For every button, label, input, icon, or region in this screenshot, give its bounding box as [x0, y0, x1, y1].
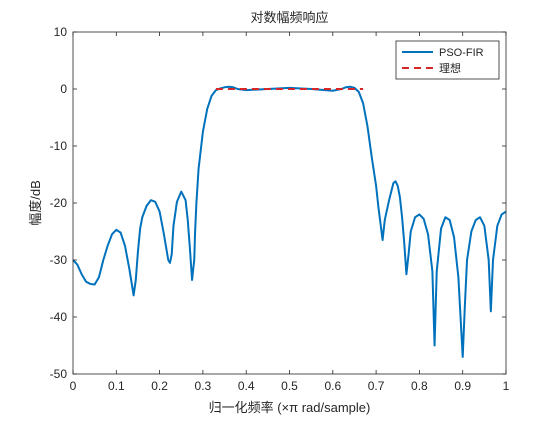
plot-layer	[73, 32, 506, 374]
y-axis-title: 幅度/dB	[28, 180, 43, 226]
y-tick-label: 0	[60, 82, 67, 96]
x-tick-label: 0.8	[411, 379, 428, 393]
y-tick-label: -20	[50, 196, 68, 210]
x-axis-title: 归一化频率 (×π rad/sample)	[209, 400, 371, 415]
x-tick-label: 0.7	[368, 379, 385, 393]
x-tick-label: 0.9	[454, 379, 471, 393]
x-tick-label: 0	[70, 379, 77, 393]
legend-label-pso-fir: PSO-FIR	[439, 47, 484, 59]
legend-box	[395, 40, 500, 80]
x-tick-label: 0.3	[195, 379, 212, 393]
x-tick-label: 0.4	[238, 379, 255, 393]
x-tick-label: 0.1	[108, 379, 125, 393]
x-tick-label: 0.2	[151, 379, 168, 393]
chart-title: 对数幅频响应	[250, 10, 328, 25]
y-tick-label: -50	[50, 367, 68, 381]
y-tick-label: -30	[50, 253, 68, 267]
legend-label-ideal: 理想	[439, 61, 461, 75]
y-tick-label: -10	[50, 139, 68, 153]
tick-layer: 0 0.1 0.2 0.3 0.4 0.5 0.6 0.7 0.8 0.9 1 10 0 -10 -20 -3…	[50, 25, 510, 393]
series-line-pso-fir	[73, 85, 506, 358]
plot-background	[73, 32, 506, 374]
y-tick-label: -40	[50, 310, 68, 324]
y-tick-label: 10	[54, 25, 68, 39]
x-tick-label: 0.5	[281, 379, 298, 393]
x-tick-label: 1	[503, 379, 510, 393]
legend: PSO-FIR 理想	[395, 40, 500, 80]
x-tick-label: 0.6	[324, 379, 341, 393]
